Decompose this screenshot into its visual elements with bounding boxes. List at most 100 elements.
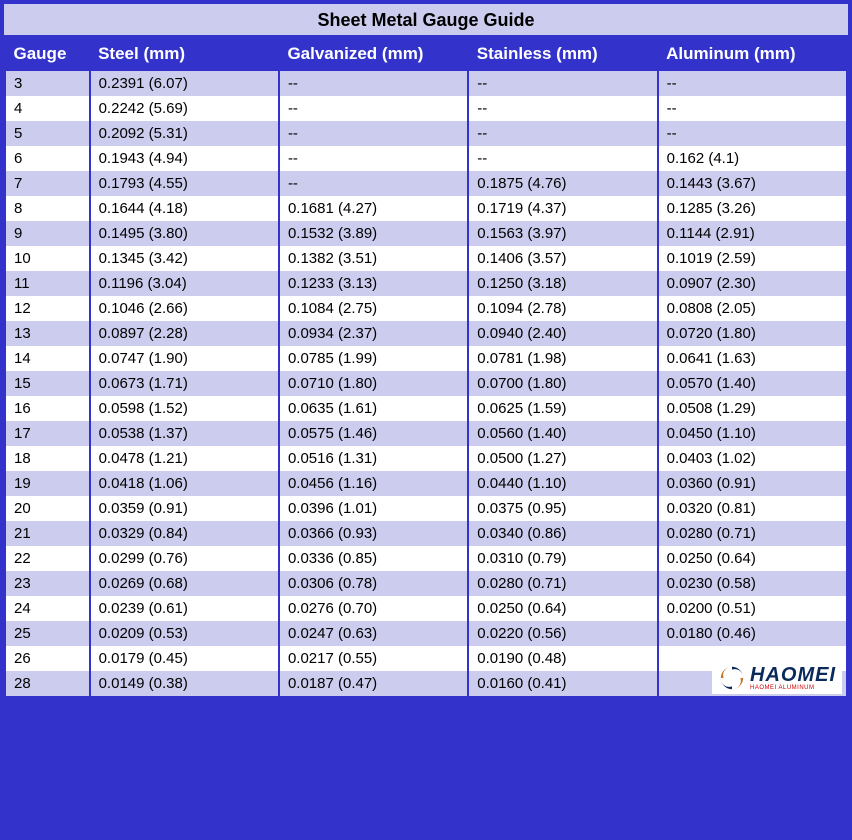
table-row: 100.1345 (3.42)0.1382 (3.51)0.1406 (3.57… <box>5 246 847 271</box>
cell-value: 0.0641 (1.63) <box>658 346 847 371</box>
table-row: 170.0538 (1.37)0.0575 (1.46)0.0560 (1.40… <box>5 421 847 446</box>
cell-gauge: 5 <box>5 121 90 146</box>
cell-value: 0.0320 (0.81) <box>658 496 847 521</box>
table-row: 200.0359 (0.91)0.0396 (1.01)0.0375 (0.95… <box>5 496 847 521</box>
page-container: Sheet Metal Gauge Guide Gauge Steel (mm)… <box>0 0 852 700</box>
cell-gauge: 12 <box>5 296 90 321</box>
table-row: 90.1495 (3.80)0.1532 (3.89)0.1563 (3.97)… <box>5 221 847 246</box>
cell-value: -- <box>658 96 847 121</box>
cell-value: -- <box>468 121 657 146</box>
cell-value: 0.0418 (1.06) <box>90 471 279 496</box>
cell-value: 0.0560 (1.40) <box>468 421 657 446</box>
cell-value: 0.0598 (1.52) <box>90 396 279 421</box>
cell-value: 0.0897 (2.28) <box>90 321 279 346</box>
cell-value: 0.0366 (0.93) <box>279 521 468 546</box>
cell-gauge: 16 <box>5 396 90 421</box>
cell-value: 0.0276 (0.70) <box>279 596 468 621</box>
cell-gauge: 10 <box>5 246 90 271</box>
cell-value: 0.1875 (4.76) <box>468 171 657 196</box>
cell-value: 0.1495 (3.80) <box>90 221 279 246</box>
cell-value: 0.1250 (3.18) <box>468 271 657 296</box>
logo-text: HAOMEI HAOMEI ALUMINUM <box>750 665 836 691</box>
cell-value: -- <box>279 71 468 97</box>
cell-value: 0.0280 (0.71) <box>658 521 847 546</box>
cell-value: 0.1443 (3.67) <box>658 171 847 196</box>
swirl-icon <box>718 664 746 692</box>
cell-gauge: 7 <box>5 171 90 196</box>
cell-gauge: 17 <box>5 421 90 446</box>
col-header-steel: Steel (mm) <box>90 38 279 71</box>
cell-value: 0.1943 (4.94) <box>90 146 279 171</box>
cell-value: 0.0934 (2.37) <box>279 321 468 346</box>
cell-value: 0.0396 (1.01) <box>279 496 468 521</box>
cell-value: 0.0306 (0.78) <box>279 571 468 596</box>
cell-value: 0.0247 (0.63) <box>279 621 468 646</box>
col-header-aluminum: Aluminum (mm) <box>658 38 847 71</box>
col-header-gauge: Gauge <box>5 38 90 71</box>
cell-value: 0.0940 (2.40) <box>468 321 657 346</box>
cell-value: 0.0500 (1.27) <box>468 446 657 471</box>
cell-value: 0.0785 (1.99) <box>279 346 468 371</box>
page-title: Sheet Metal Gauge Guide <box>4 4 848 37</box>
cell-value: 0.0781 (1.98) <box>468 346 657 371</box>
cell-value: 0.0635 (1.61) <box>279 396 468 421</box>
cell-value: 0.1019 (2.59) <box>658 246 847 271</box>
table-row: 190.0418 (1.06)0.0456 (1.16)0.0440 (1.10… <box>5 471 847 496</box>
table-row: 160.0598 (1.52)0.0635 (1.61)0.0625 (1.59… <box>5 396 847 421</box>
cell-value: -- <box>279 146 468 171</box>
cell-value: 0.0440 (1.10) <box>468 471 657 496</box>
cell-value: 0.2092 (5.31) <box>90 121 279 146</box>
cell-value: 0.0299 (0.76) <box>90 546 279 571</box>
cell-gauge: 13 <box>5 321 90 346</box>
cell-gauge: 26 <box>5 646 90 671</box>
table-row: 60.1943 (4.94)----0.162 (4.1) <box>5 146 847 171</box>
cell-value: 0.1644 (4.18) <box>90 196 279 221</box>
cell-value: 0.0336 (0.85) <box>279 546 468 571</box>
cell-value: 0.1233 (3.13) <box>279 271 468 296</box>
cell-value: -- <box>279 121 468 146</box>
cell-value: 0.1094 (2.78) <box>468 296 657 321</box>
cell-value: 0.0673 (1.71) <box>90 371 279 396</box>
cell-value: 0.0179 (0.45) <box>90 646 279 671</box>
cell-value: 0.0516 (1.31) <box>279 446 468 471</box>
cell-gauge: 6 <box>5 146 90 171</box>
cell-gauge: 21 <box>5 521 90 546</box>
cell-value: 0.0538 (1.37) <box>90 421 279 446</box>
cell-gauge: 15 <box>5 371 90 396</box>
cell-value: 0.1719 (4.37) <box>468 196 657 221</box>
cell-value: 0.0160 (0.41) <box>468 671 657 696</box>
col-header-stainless: Stainless (mm) <box>468 38 657 71</box>
cell-value: 0.0200 (0.51) <box>658 596 847 621</box>
cell-value: 0.1285 (3.26) <box>658 196 847 221</box>
cell-value: 0.0209 (0.53) <box>90 621 279 646</box>
cell-value: 0.0250 (0.64) <box>658 546 847 571</box>
cell-value: 0.1196 (3.04) <box>90 271 279 296</box>
cell-gauge: 4 <box>5 96 90 121</box>
table-row: 120.1046 (2.66)0.1084 (2.75)0.1094 (2.78… <box>5 296 847 321</box>
table-row: 30.2391 (6.07)------ <box>5 71 847 97</box>
cell-value: -- <box>658 121 847 146</box>
cell-value: 0.0508 (1.29) <box>658 396 847 421</box>
cell-value: -- <box>468 146 657 171</box>
logo-main-text: HAOMEI <box>750 665 836 685</box>
cell-value: 0.0220 (0.56) <box>468 621 657 646</box>
cell-value: 0.0180 (0.46) <box>658 621 847 646</box>
table-header-row: Gauge Steel (mm) Galvanized (mm) Stainle… <box>5 38 847 71</box>
table-row: 140.0747 (1.90)0.0785 (1.99)0.0781 (1.98… <box>5 346 847 371</box>
cell-value: 0.1382 (3.51) <box>279 246 468 271</box>
brand-logo: HAOMEI HAOMEI ALUMINUM <box>712 662 842 694</box>
cell-value: 0.0250 (0.64) <box>468 596 657 621</box>
table-row: 230.0269 (0.68)0.0306 (0.78)0.0280 (0.71… <box>5 571 847 596</box>
cell-value: 0.0329 (0.84) <box>90 521 279 546</box>
cell-value: 0.0575 (1.46) <box>279 421 468 446</box>
table-row: 250.0209 (0.53)0.0247 (0.63)0.0220 (0.56… <box>5 621 847 646</box>
cell-value: 0.1345 (3.42) <box>90 246 279 271</box>
cell-gauge: 19 <box>5 471 90 496</box>
cell-gauge: 3 <box>5 71 90 97</box>
cell-value: 0.0403 (1.02) <box>658 446 847 471</box>
cell-value: 0.0239 (0.61) <box>90 596 279 621</box>
gauge-table: Gauge Steel (mm) Galvanized (mm) Stainle… <box>4 37 848 696</box>
cell-value: 0.0217 (0.55) <box>279 646 468 671</box>
cell-value: 0.0360 (0.91) <box>658 471 847 496</box>
table-row: 70.1793 (4.55)--0.1875 (4.76)0.1443 (3.6… <box>5 171 847 196</box>
